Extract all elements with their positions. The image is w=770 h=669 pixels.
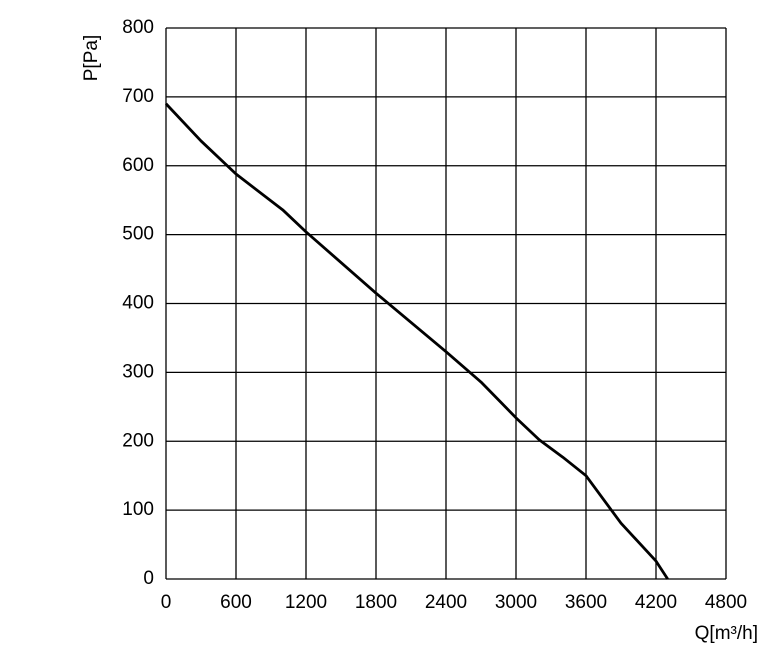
- x-tick-label: 600: [220, 592, 252, 613]
- x-tick-label: 3600: [565, 592, 607, 613]
- x-tick-label: 0: [161, 592, 172, 613]
- y-tick-label: 400: [122, 293, 154, 314]
- y-axis-label: P[Pa]: [81, 35, 102, 81]
- curve: [164, 102, 669, 580]
- y-tick-label: 800: [122, 17, 154, 38]
- x-tick-label: 1200: [285, 592, 327, 613]
- y-tick-label: 600: [122, 155, 154, 176]
- y-tick-label: 300: [122, 361, 154, 382]
- x-tick-label: 4800: [705, 592, 747, 613]
- x-tick-label: 2400: [425, 592, 467, 613]
- y-tick-label: 500: [122, 224, 154, 245]
- x-axis-label: Q[m³/h]: [695, 623, 758, 644]
- x-tick-label: 1800: [355, 592, 397, 613]
- y-tick-label: 0: [143, 568, 154, 589]
- y-tick-label: 700: [122, 86, 154, 107]
- x-tick-label: 4200: [635, 592, 677, 613]
- y-tick-label: 200: [122, 430, 154, 451]
- x-tick-label: 3000: [495, 592, 537, 613]
- y-tick-label: 100: [122, 499, 154, 520]
